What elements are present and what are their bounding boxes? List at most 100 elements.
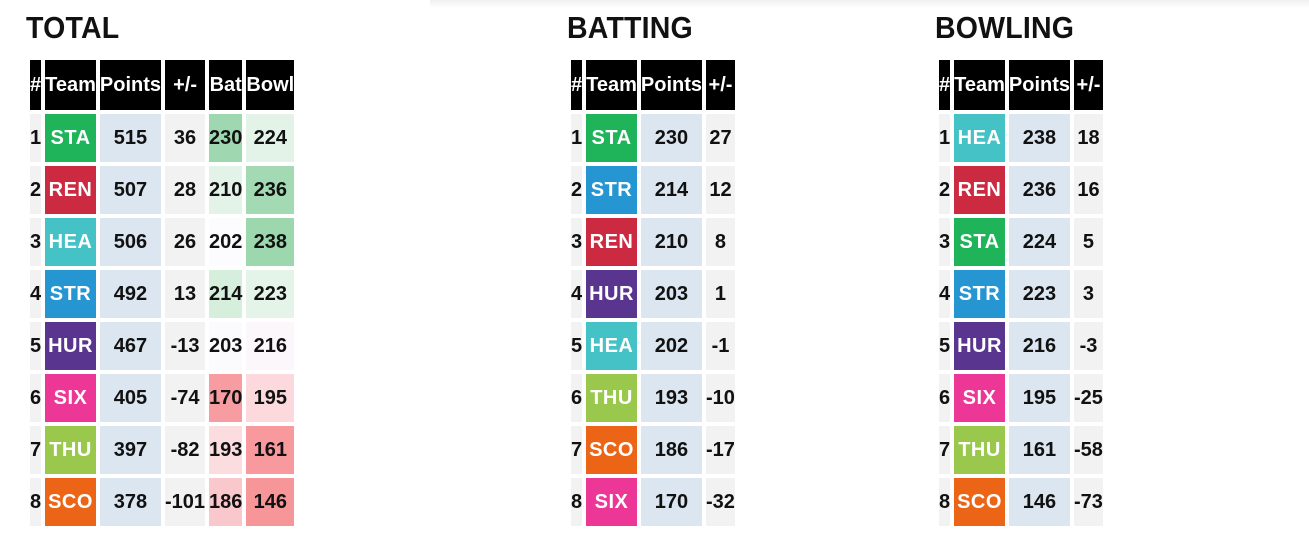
total-table: # Team Points +/- Bat Bowl 1 STA 515 36 230 2… (26, 56, 298, 530)
team-badge: STR (954, 270, 1005, 318)
plus-minus-cell: -25 (1074, 374, 1103, 422)
rank-cell: 3 (939, 218, 951, 266)
rank-cell: 2 (30, 166, 42, 214)
rank-cell: 2 (939, 166, 951, 214)
plus-minus-cell: 26 (165, 218, 206, 266)
plus-minus-cell: -10 (706, 374, 735, 422)
table-row: 8 SCO 146 -73 (939, 478, 1103, 526)
team-badge: THU (45, 426, 96, 474)
plus-minus-cell: 8 (706, 218, 735, 266)
bat-points-cell: 214 (209, 270, 243, 318)
plus-minus-cell: -3 (1074, 322, 1103, 370)
rank-cell: 3 (571, 218, 583, 266)
team-badge: REN (954, 166, 1005, 214)
table-row: 5 HEA 202 -1 (571, 322, 735, 370)
points-cell: 214 (640, 166, 703, 214)
points-cell: 397 (99, 426, 162, 474)
rank-cell: 8 (939, 478, 951, 526)
header-row: # Team Points +/- (571, 60, 735, 110)
panel-title: BATTING (567, 10, 693, 45)
col-header-rank: # (939, 60, 951, 110)
team-badge: THU (954, 426, 1005, 474)
plus-minus-cell: 13 (165, 270, 206, 318)
table-row: 4 STR 492 13 214 223 (30, 270, 295, 318)
rank-cell: 4 (939, 270, 951, 318)
table-row: 7 THU 397 -82 193 161 (30, 426, 295, 474)
plus-minus-cell: -82 (165, 426, 206, 474)
plus-minus-cell: -101 (165, 478, 206, 526)
plus-minus-cell: -17 (706, 426, 735, 474)
team-badge: STA (586, 114, 637, 162)
batting-table: # Team Points +/- 1 STA 230 27 2 STR 214 12 3 REN… (567, 56, 739, 530)
table-row: 3 STA 224 5 (939, 218, 1103, 266)
bowl-points-cell: 195 (246, 374, 295, 422)
rank-cell: 3 (30, 218, 42, 266)
table-row: 5 HUR 467 -13 203 216 (30, 322, 295, 370)
col-header-points: Points (640, 60, 703, 110)
bowl-points-cell: 236 (246, 166, 295, 214)
points-cell: 492 (99, 270, 162, 318)
table-row: 4 STR 223 3 (939, 270, 1103, 318)
table-row: 8 SCO 378 -101 186 146 (30, 478, 295, 526)
points-cell: 230 (640, 114, 703, 162)
rank-cell: 7 (30, 426, 42, 474)
team-badge: REN (45, 166, 96, 214)
col-header-points: Points (1008, 60, 1071, 110)
table-row: 7 SCO 186 -17 (571, 426, 735, 474)
plus-minus-cell: -1 (706, 322, 735, 370)
points-cell: 216 (1008, 322, 1071, 370)
col-header-rank: # (571, 60, 583, 110)
team-badge: HEA (45, 218, 96, 266)
points-cell: 186 (640, 426, 703, 474)
table-row: 3 HEA 506 26 202 238 (30, 218, 295, 266)
team-badge: SIX (586, 478, 637, 526)
table-row: 8 SIX 170 -32 (571, 478, 735, 526)
col-header-team: Team (586, 60, 637, 110)
plus-minus-cell: -13 (165, 322, 206, 370)
plus-minus-cell: 12 (706, 166, 735, 214)
bowl-points-cell: 238 (246, 218, 295, 266)
table-row: 6 THU 193 -10 (571, 374, 735, 422)
points-cell: 146 (1008, 478, 1071, 526)
points-cell: 203 (640, 270, 703, 318)
rank-cell: 8 (30, 478, 42, 526)
bat-points-cell: 170 (209, 374, 243, 422)
rank-cell: 6 (571, 374, 583, 422)
points-cell: 515 (99, 114, 162, 162)
points-cell: 224 (1008, 218, 1071, 266)
points-cell: 238 (1008, 114, 1071, 162)
plus-minus-cell: 1 (706, 270, 735, 318)
rank-cell: 4 (30, 270, 42, 318)
team-badge: SCO (954, 478, 1005, 526)
bat-points-cell: 203 (209, 322, 243, 370)
team-badge: SCO (586, 426, 637, 474)
col-header-plus-minus: +/- (1074, 60, 1103, 110)
col-header-points: Points (99, 60, 162, 110)
rank-cell: 1 (939, 114, 951, 162)
col-header-bat: Bat (209, 60, 243, 110)
col-header-plus-minus: +/- (165, 60, 206, 110)
col-header-team: Team (954, 60, 1005, 110)
table-row: 2 REN 507 28 210 236 (30, 166, 295, 214)
col-header-bowl: Bowl (246, 60, 295, 110)
table-row: 2 STR 214 12 (571, 166, 735, 214)
table-row: 1 STA 515 36 230 224 (30, 114, 295, 162)
rank-cell: 1 (30, 114, 42, 162)
panel-title: BOWLING (935, 10, 1075, 45)
table-row: 7 THU 161 -58 (939, 426, 1103, 474)
plus-minus-cell: 5 (1074, 218, 1103, 266)
points-cell: 223 (1008, 270, 1071, 318)
header-row: # Team Points +/- Bat Bowl (30, 60, 295, 110)
team-badge: HEA (586, 322, 637, 370)
table-row: 1 HEA 238 18 (939, 114, 1103, 162)
rank-cell: 7 (939, 426, 951, 474)
top-shadow (430, 0, 1309, 8)
rank-cell: 6 (939, 374, 951, 422)
team-badge: STA (45, 114, 96, 162)
plus-minus-cell: 3 (1074, 270, 1103, 318)
points-cell: 195 (1008, 374, 1071, 422)
rank-cell: 5 (30, 322, 42, 370)
rank-cell: 5 (939, 322, 951, 370)
rank-cell: 4 (571, 270, 583, 318)
panel-title: TOTAL (26, 10, 120, 45)
